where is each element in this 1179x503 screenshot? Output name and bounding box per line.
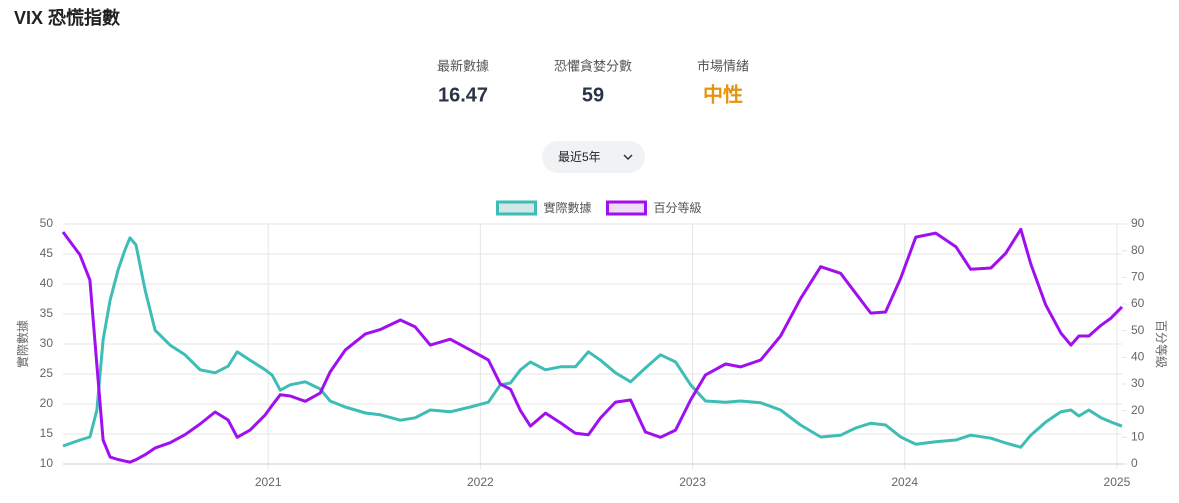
y-tick-label: 25 [40,366,54,380]
y-tick-label: 50 [40,216,54,230]
y-axis-label: 實際數據 [15,320,30,368]
series-line [61,227,1124,464]
y2-tick-label: 40 [1131,350,1145,364]
legend-label: 實際數據 [544,200,592,215]
legend-swatch [496,200,537,216]
y2-tick-label: 10 [1131,430,1145,444]
select-label[interactable]: 最近5年 [558,150,601,164]
y2-tick-label: 30 [1131,376,1145,390]
y2-tick-label: 20 [1131,403,1145,417]
stat-label: 最新數據 [437,58,489,73]
range-select[interactable]: 最近5年 [542,141,645,173]
chevron [623,154,633,161]
y-tick-label: 10 [40,456,54,470]
stat-label: 市場情緒 [697,58,749,73]
y-tick-label: 35 [40,306,54,320]
stat-value: 59 [582,84,604,106]
x-tick-label: 2025 [1104,475,1131,489]
y-tick-label: 20 [40,396,54,410]
y-tick-label: 45 [40,246,54,260]
y2-tick-label: 90 [1131,216,1145,230]
x-tick-label: 2023 [679,475,706,489]
x-tick-label: 2021 [255,475,282,489]
y2-tick-label: 80 [1131,243,1145,257]
y2-tick-label: 50 [1131,323,1145,337]
legend-swatch [606,200,647,216]
page-title: VIX 恐慌指數 [14,7,120,28]
stat-value: 中性 [703,82,743,106]
series-line [62,236,1123,449]
y2-tick-label: 60 [1131,296,1145,310]
y-tick-label: 15 [40,426,54,440]
y2-axis-label: 百分等級 [1154,320,1168,368]
stat-label: 恐懼貪婪分數 [554,58,632,73]
legend-label: 百分等級 [654,201,702,215]
x-tick-label: 2022 [467,475,494,489]
y-tick-label: 40 [40,276,54,290]
y2-tick-label: 70 [1131,270,1145,284]
y-tick-label: 30 [40,336,54,350]
y2-tick-label: 0 [1131,456,1138,470]
select-box[interactable] [542,141,645,173]
x-tick-label: 2024 [891,475,918,489]
stat-value: 16.47 [438,84,488,106]
